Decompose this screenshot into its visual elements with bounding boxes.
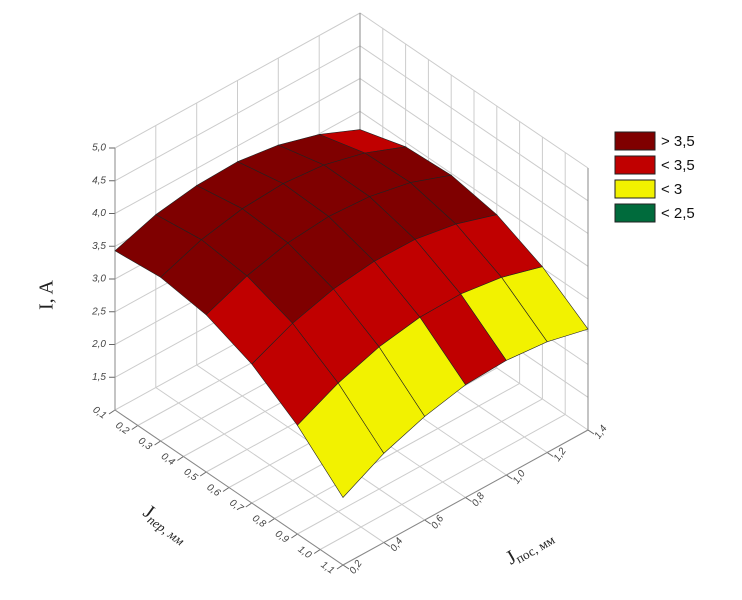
z-tick-label: 3,5 [92,241,106,252]
grid-line [155,125,385,543]
surface [114,129,589,498]
legend-label: < 2,5 [661,205,695,222]
x-tick-label: 0,2 [113,420,131,437]
z-tick-label: 3,0 [92,274,106,285]
tick-mark [587,429,595,435]
legend-label: < 3,5 [661,157,695,174]
tick-mark [424,519,431,525]
tick-mark [199,471,207,477]
surface-cell [297,382,385,498]
x-tick-label: 0,5 [182,466,200,483]
tick-mark [245,502,253,508]
x-tick-label: 1,1 [318,559,336,576]
tick-mark [313,549,321,554]
y-axis-label: Jпос, мм [502,525,557,570]
z-tick-label: 2,0 [91,339,106,350]
y-tick-label: 1,4 [593,423,610,441]
z-tick-label: 1,5 [92,372,106,383]
tick-mark [465,497,472,502]
tick-mark [222,487,230,492]
x-axis-label: Jпер, мм [138,500,192,548]
z-tick-label: 4,0 [92,208,106,219]
legend-label: < 3 [661,181,682,198]
x-axis-label-sub: пер, мм [145,512,188,549]
tick-mark [131,425,139,430]
tick-mark [268,518,275,523]
legend-label: > 3,5 [661,133,695,150]
tick-mark [342,564,350,570]
x-tick-label: 0,1 [90,404,108,421]
z-tick-label: 4,5 [92,175,106,186]
y-axis-label-sub: пос, мм [513,532,557,566]
tick-mark [506,474,513,480]
tick-mark [336,564,344,570]
tick-mark [108,409,116,415]
z-tick-label: 2,5 [91,306,106,317]
tick-mark [546,452,554,457]
x-tick-label: 0,6 [204,482,222,499]
tick-mark [291,533,298,539]
x-tick-label: 0,4 [159,451,177,468]
x-tick-label: 1,0 [296,544,314,561]
tick-mark [383,542,391,547]
x-tick-label: 0,3 [136,435,154,452]
tick-mark [177,456,184,461]
x-tick-label: 0,8 [250,513,268,530]
legend-swatch [614,203,656,223]
axis-line [114,409,589,566]
legend-swatch [614,131,656,151]
legend-swatch [614,179,656,199]
legend-swatch [614,155,656,175]
x-tick-label: 0,9 [273,528,291,545]
z-tick-label: 5,0 [92,143,106,154]
z-axis-label: I, A [36,279,58,310]
tick-mark [154,440,161,446]
x-tick-label: 0,7 [227,497,245,514]
